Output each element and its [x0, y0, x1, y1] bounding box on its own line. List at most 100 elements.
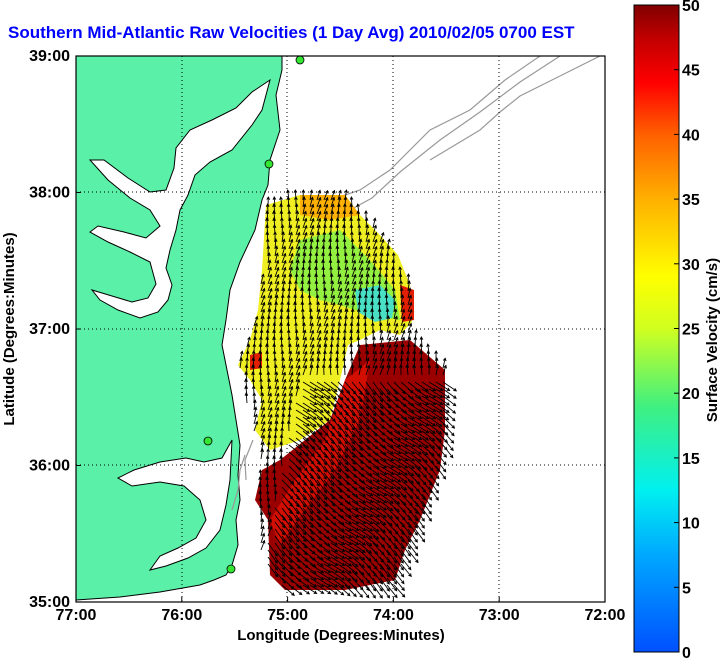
velocity-arrow — [358, 507, 374, 517]
velocity-arrow — [372, 224, 377, 236]
velocity-arrow — [342, 364, 347, 376]
velocity-arrow — [337, 577, 352, 589]
velocity-arrow — [393, 479, 408, 491]
velocity-arrow — [372, 486, 388, 497]
velocity-arrow — [393, 364, 397, 376]
velocity-arrow — [407, 542, 419, 557]
velocity-arrow — [351, 535, 366, 546]
velocity-arrow — [316, 388, 331, 399]
velocity-arrow — [337, 437, 348, 452]
velocity-arrow — [281, 584, 295, 597]
velocity-arrow — [358, 493, 374, 503]
velocity-arrow — [351, 287, 357, 299]
velocity-arrow — [267, 518, 272, 530]
velocity-arrow — [337, 535, 353, 545]
velocity-arrow — [421, 486, 433, 501]
velocity-arrow — [379, 357, 385, 369]
velocity-arrow — [302, 196, 306, 208]
velocity-arrow — [239, 357, 243, 369]
velocity-arrow — [358, 542, 373, 554]
velocity-arrow — [337, 556, 353, 567]
velocity-arrow — [407, 301, 413, 313]
velocity-arrow — [288, 371, 294, 383]
velocity-arrow — [267, 556, 278, 571]
velocity-arrow — [407, 528, 418, 543]
velocity-arrow — [288, 528, 300, 543]
velocity-arrow — [274, 399, 280, 411]
velocity-arrow — [323, 556, 339, 566]
velocity-arrow — [288, 238, 294, 250]
velocity-arrow — [344, 521, 360, 531]
velocity-arrow — [337, 280, 342, 292]
velocity-arrow — [365, 584, 376, 599]
velocity-arrow — [295, 378, 301, 390]
velocity-arrow — [400, 437, 416, 447]
velocity-arrow — [421, 430, 436, 442]
velocity-arrow — [393, 535, 405, 550]
velocity-arrow — [267, 542, 278, 557]
y-tick-label: 37:00 — [29, 321, 70, 338]
velocity-arrow — [365, 409, 377, 424]
velocity-arrow — [379, 350, 385, 362]
velocity-arrow — [393, 570, 405, 585]
velocity-arrow — [323, 294, 328, 306]
velocity-arrow — [351, 273, 357, 285]
velocity-arrow — [365, 259, 371, 271]
velocity-arrow — [302, 238, 308, 250]
velocity-arrow — [295, 521, 307, 536]
velocity-arrow — [309, 217, 315, 229]
velocity-arrow — [351, 584, 364, 598]
velocity-arrow — [358, 395, 369, 410]
velocity-arrow — [372, 343, 377, 355]
velocity-arrow — [302, 584, 318, 595]
velocity-arrow — [414, 437, 429, 448]
velocity-arrow — [253, 399, 257, 411]
velocity-arrow — [344, 542, 360, 553]
velocity-arrow — [393, 308, 398, 320]
velocity-arrow — [442, 444, 454, 459]
velocity-arrow — [281, 385, 287, 397]
velocity-arrow — [386, 458, 402, 468]
velocity-arrow — [309, 196, 314, 208]
velocity-arrow — [295, 217, 300, 229]
velocity-arrow — [358, 528, 373, 539]
velocity-arrow — [295, 507, 306, 522]
velocity-arrow — [386, 472, 402, 483]
velocity-arrow — [295, 210, 300, 222]
velocity-arrow — [281, 357, 285, 369]
velocity-arrow — [351, 486, 366, 497]
velocity-arrow — [253, 315, 259, 327]
velocity-arrow — [372, 493, 388, 504]
velocity-arrow — [407, 409, 423, 420]
velocity-arrow — [407, 451, 422, 463]
station-marker — [203, 436, 213, 446]
velocity-arrow — [302, 381, 318, 391]
chart-title: Southern Mid-Atlantic Raw Velocities (1 … — [8, 23, 575, 42]
velocity-arrow — [428, 402, 444, 413]
velocity-arrow — [302, 322, 306, 334]
velocity-arrow — [295, 343, 300, 355]
velocity-arrow — [365, 486, 381, 496]
velocity-arrow — [344, 535, 360, 546]
velocity-arrow — [442, 364, 447, 376]
velocity-arrow — [344, 259, 349, 271]
velocity-arrow — [274, 287, 280, 299]
velocity-arrow — [386, 322, 391, 334]
velocity-arrow — [358, 357, 362, 369]
velocity-arrow — [267, 420, 273, 432]
velocity-arrow — [323, 329, 329, 341]
velocity-arrow — [358, 535, 373, 547]
velocity-arrow — [267, 252, 271, 264]
velocity-arrow — [316, 189, 322, 201]
velocity-arrow — [386, 364, 391, 376]
velocity-arrow — [365, 388, 376, 403]
velocity-arrow — [351, 259, 357, 271]
velocity-arrow — [288, 584, 303, 596]
colorbar-tick-label: 45 — [682, 63, 700, 80]
velocity-arrow — [351, 402, 362, 417]
velocity-arrow — [365, 381, 376, 396]
velocity-arrow — [330, 196, 336, 208]
velocity-arrow — [288, 378, 294, 390]
velocity-arrow — [337, 514, 353, 525]
velocity-arrow — [259, 511, 264, 523]
